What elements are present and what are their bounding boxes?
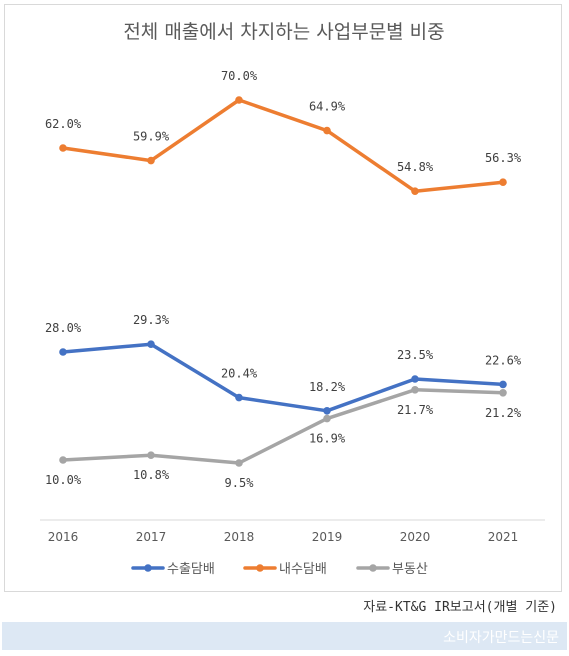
x-tick-label-0: 2016 (48, 530, 79, 544)
data-point-2-0 (59, 456, 67, 464)
legend-label-1: 내수담배 (279, 562, 327, 577)
data-label-1-4: 54.8% (397, 160, 434, 174)
legend-marker-0 (144, 564, 152, 572)
line-chart: 전체 매출에서 차지하는 사업부문별 비중 28.0% 29.3% 20.4% 18.… (40, 21, 545, 577)
data-point-2-5 (499, 389, 507, 397)
legend-marker-2 (369, 564, 377, 572)
chart-title: 전체 매출에서 차지하는 사업부문별 비중 (123, 21, 444, 43)
x-tick-label-3: 2019 (312, 530, 343, 544)
data-label-1-3: 64.9% (309, 100, 346, 114)
data-point-2-4 (411, 386, 419, 394)
data-label-1-1: 59.9% (133, 130, 170, 144)
data-label-2-0: 10.0% (45, 473, 82, 487)
data-label-0-1: 29.3% (133, 313, 170, 327)
legend-label-2: 부동산 (392, 562, 428, 577)
data-point-1-5 (499, 178, 507, 186)
data-point-2-2 (235, 459, 243, 467)
data-point-0-3 (323, 407, 331, 415)
data-point-0-0 (59, 348, 67, 356)
data-label-2-3: 16.9% (309, 432, 346, 446)
data-label-1-2: 70.0% (221, 69, 258, 83)
x-tick-label-2: 2018 (224, 530, 255, 544)
data-label-0-4: 23.5% (397, 348, 434, 362)
data-point-0-1 (147, 340, 155, 349)
data-label-2-5: 21.2% (485, 406, 522, 420)
data-point-0-4 (411, 375, 419, 383)
data-label-2-1: 10.8% (133, 468, 170, 482)
series-line-1 (61, 98, 505, 193)
data-label-1-5: 56.3% (485, 151, 522, 165)
x-tick-label-1: 2017 (136, 530, 167, 544)
data-point-0-5 (499, 380, 507, 389)
chart-frame (4, 4, 562, 592)
source-note: 자료-KT&G IR보고서(개별 기준) (363, 600, 557, 615)
data-label-0-0: 28.0% (45, 321, 82, 335)
data-label-0-2: 20.4% (221, 367, 258, 381)
x-tick-label-4: 2020 (400, 530, 431, 544)
data-point-0-2 (235, 393, 243, 402)
data-point-2-1 (147, 451, 155, 460)
data-point-1-4 (411, 187, 419, 195)
data-label-1-0: 62.0% (45, 117, 82, 131)
legend-label-0: 수출담배 (167, 562, 215, 577)
data-label-0-3: 18.2% (309, 380, 346, 394)
data-label-2-2: 9.5% (225, 476, 255, 490)
data-label-2-4: 21.7% (397, 403, 434, 417)
data-point-2-3 (323, 414, 331, 423)
series-line-2 (61, 388, 505, 465)
watermark-text: 소비자가만드는신문 (443, 630, 559, 646)
watermark-bar: 소비자가만드는신문 (2, 622, 567, 650)
legend-marker-1 (256, 564, 264, 572)
data-point-1-1 (147, 156, 155, 165)
x-tick-label-5: 2021 (488, 530, 519, 544)
data-point-1-0 (59, 144, 67, 152)
series-line-0 (61, 342, 505, 413)
data-point-1-3 (323, 126, 331, 135)
data-point-1-2 (235, 96, 243, 104)
data-label-0-5: 22.6% (485, 353, 522, 367)
